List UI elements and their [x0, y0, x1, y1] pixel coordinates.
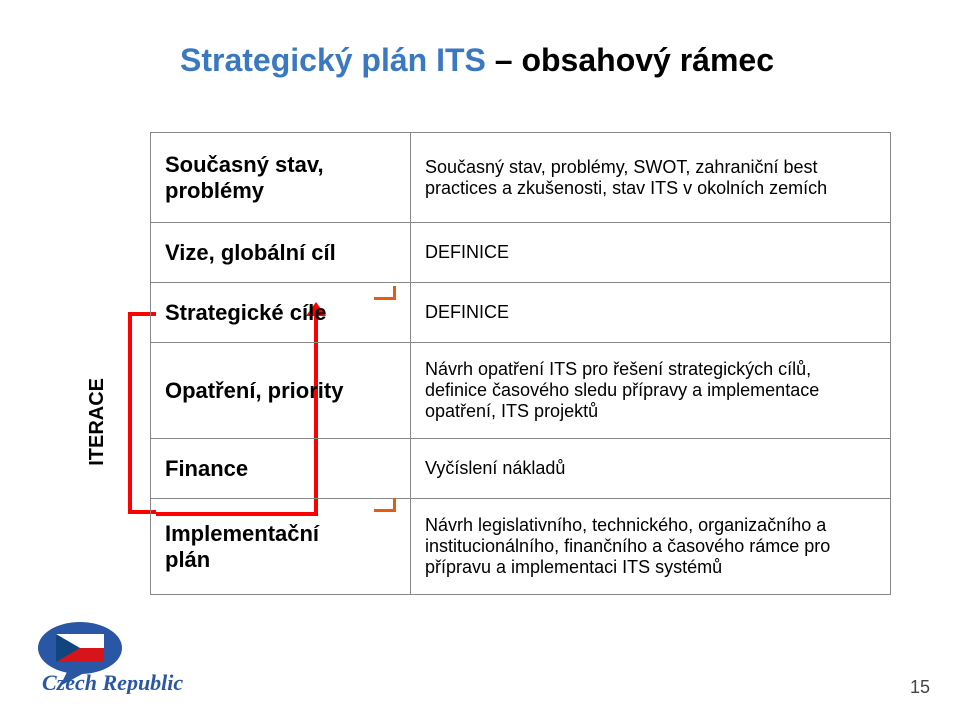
decoration-corner: [374, 286, 396, 300]
page-number: 15: [910, 677, 930, 698]
table-row: Vize, globální cílDEFINICE: [151, 223, 891, 283]
decoration-corner: [374, 498, 396, 512]
row-description: Návrh legislativního, technického, organ…: [411, 499, 891, 595]
row-description: Návrh opatření ITS pro řešení strategick…: [411, 343, 891, 439]
row-label: Implementačníplán: [151, 499, 411, 595]
title-accent: Strategický plán ITS: [180, 42, 486, 78]
row-description: Současný stav, problémy, SWOT, zahraničn…: [411, 133, 891, 223]
iteration-label: ITERACE: [86, 378, 109, 466]
slide-title: Strategický plán ITS – obsahový rámec: [180, 42, 774, 79]
row-label: Vize, globální cíl: [151, 223, 411, 283]
row-label: Finance: [151, 439, 411, 499]
row-description: DEFINICE: [411, 223, 891, 283]
table-row: Strategické cíleDEFINICE: [151, 283, 891, 343]
row-description: DEFINICE: [411, 283, 891, 343]
table-row: ImplementačníplánNávrh legislativního, t…: [151, 499, 891, 595]
framework-table: Současný stav,problémySoučasný stav, pro…: [150, 132, 891, 595]
row-label: Opatření, priority: [151, 343, 411, 439]
czech-republic-logo: Czech Republic: [38, 620, 228, 694]
row-label: Současný stav,problémy: [151, 133, 411, 223]
logo-graphic: Czech Republic: [38, 620, 228, 694]
table-row: FinanceVyčíslení nákladů: [151, 439, 891, 499]
slide-root: { "title": { "accent": "Strategický plán…: [0, 0, 960, 720]
title-rest: – obsahový rámec: [486, 42, 774, 78]
row-label: Strategické cíle: [151, 283, 411, 343]
svg-text:Czech Republic: Czech Republic: [42, 670, 183, 694]
table-row: Současný stav,problémySoučasný stav, pro…: [151, 133, 891, 223]
table-row: Opatření, priorityNávrh opatření ITS pro…: [151, 343, 891, 439]
row-description: Vyčíslení nákladů: [411, 439, 891, 499]
